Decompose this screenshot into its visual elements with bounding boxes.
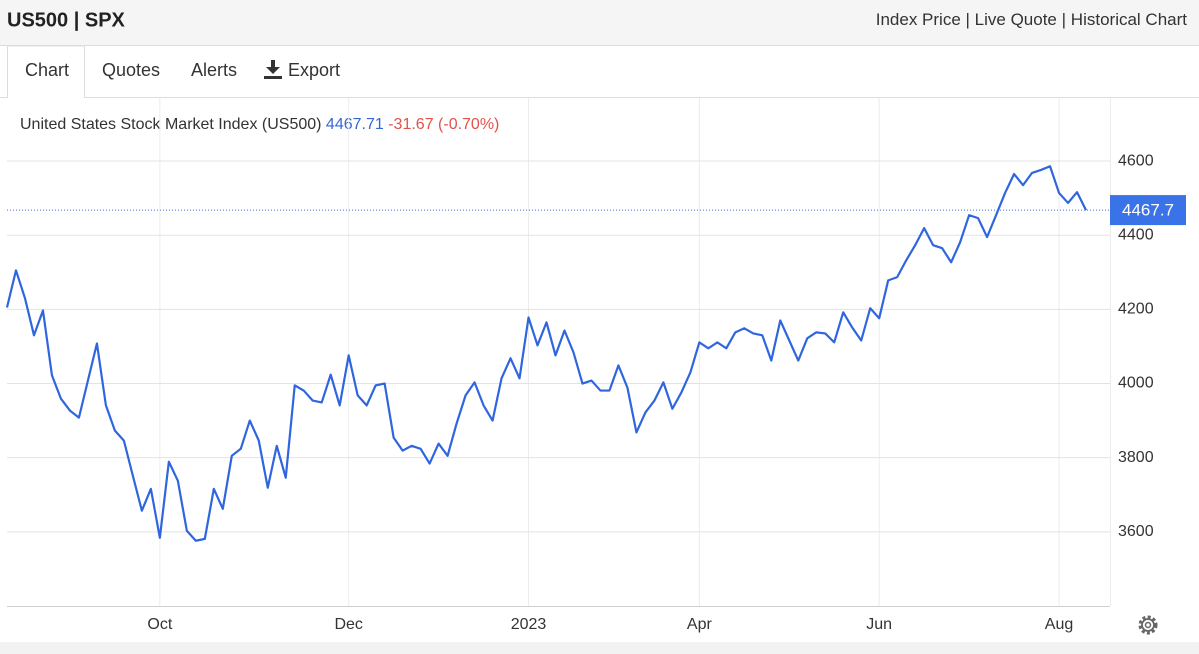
y-tick-label: 3600 <box>1118 523 1154 540</box>
header-link[interactable]: Index Price <box>876 10 961 29</box>
tab[interactable]: Quotes <box>102 60 160 80</box>
price-marker-box <box>1110 195 1186 226</box>
tab[interactable]: Chart <box>25 60 69 80</box>
active-tab-gap <box>8 90 84 99</box>
price-line <box>5 165 1087 542</box>
legend-last: 4467.71 <box>326 116 384 133</box>
tab[interactable]: Export <box>288 60 340 80</box>
legend: United States Stock Market Index (US500)… <box>20 116 499 133</box>
price-marker-label: 4467.7 <box>1122 201 1174 220</box>
y-tick-label: 4200 <box>1118 301 1154 318</box>
settings-icon[interactable] <box>1138 615 1158 635</box>
x-tick-label: Dec <box>334 616 362 633</box>
separator: | <box>966 10 970 29</box>
x-tick-label: Aug <box>1045 616 1073 633</box>
y-tick-label: 4600 <box>1118 152 1154 169</box>
y-tick-label: 3800 <box>1118 449 1154 466</box>
x-tick-label: 2023 <box>511 616 547 633</box>
separator: | <box>1062 10 1066 29</box>
legend-change: -31.67 (-0.70%) <box>388 116 499 133</box>
x-tick-label: Oct <box>147 616 172 633</box>
footer-strip <box>0 642 1199 654</box>
active-tab <box>7 45 85 98</box>
tab[interactable]: Alerts <box>191 60 237 80</box>
plot: Oct Dec 2023 Apr Jun Aug 3600 3800 4000 4200 4400 4… <box>5 98 1186 633</box>
page-title: US500 | SPX <box>7 9 126 31</box>
header-links: Index Price | Live Quote | Historical Ch… <box>876 10 1188 29</box>
header-link[interactable]: Live Quote <box>975 10 1057 29</box>
legend-name: United States Stock Market Index (US500) <box>20 116 321 133</box>
x-tick-label: Jun <box>866 616 892 633</box>
header-bar <box>0 0 1199 45</box>
y-tick-label: 4000 <box>1118 375 1154 392</box>
y-tick-label: 4400 <box>1118 226 1154 243</box>
x-tick-label: Apr <box>687 616 713 633</box>
download-icon <box>264 60 282 79</box>
header-link[interactable]: Historical Chart <box>1071 10 1187 29</box>
